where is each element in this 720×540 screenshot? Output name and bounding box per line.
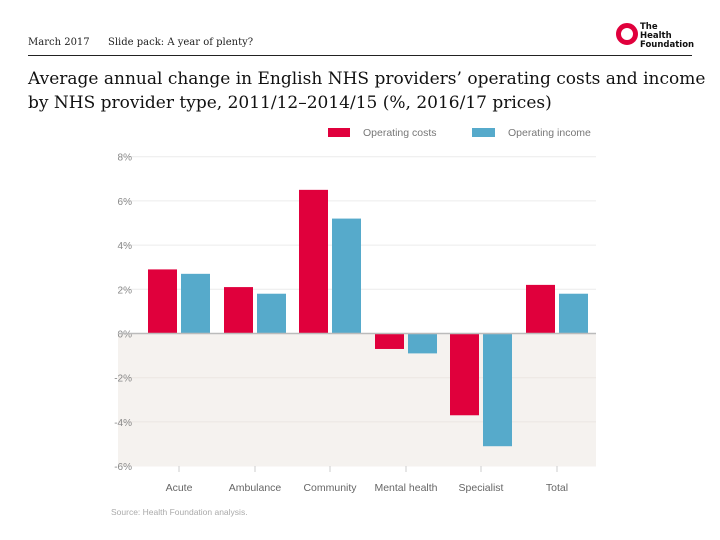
x-tick-label: Acute <box>166 482 193 494</box>
header-divider <box>28 55 692 56</box>
legend-swatch-income <box>472 128 495 137</box>
health-foundation-logo-icon <box>616 23 638 45</box>
y-tick-label: 4% <box>118 241 133 252</box>
y-tick-label: 6% <box>118 197 133 208</box>
bar-income <box>181 273 210 334</box>
x-tick-label: Specialist <box>459 482 504 494</box>
bar-income <box>408 333 437 354</box>
logo-text: The Health Foundation <box>640 22 695 50</box>
y-tick-label: 2% <box>118 285 133 296</box>
chart-title: Average annual change in English NHS pro… <box>28 69 706 113</box>
bar-costs <box>148 269 177 334</box>
bar-income <box>257 293 286 334</box>
legend-swatch-costs <box>328 128 350 137</box>
x-tick-label: Mental health <box>374 482 437 494</box>
bar-income <box>332 218 361 334</box>
y-tick-label: -2% <box>114 374 132 385</box>
x-tick-label: Ambulance <box>229 482 282 494</box>
bar-costs <box>224 287 253 334</box>
bar-costs <box>526 284 555 334</box>
bar-income <box>483 333 512 447</box>
bar-costs <box>299 189 328 334</box>
legend-label-costs: Operating costs <box>363 127 437 139</box>
slide-date: March 2017 <box>28 37 90 48</box>
bar-income <box>559 293 588 334</box>
bar-costs <box>450 333 479 416</box>
legend-label-income: Operating income <box>508 127 591 139</box>
source-note: Source: Health Foundation analysis. <box>111 507 248 517</box>
y-tick-label: -6% <box>114 462 132 473</box>
negative-region-background <box>118 333 596 467</box>
x-tick-label: Community <box>303 482 357 494</box>
x-tick-label: Total <box>546 482 568 494</box>
slide-pack-label: Slide pack: A year of plenty? <box>108 37 254 48</box>
y-tick-label: -4% <box>114 418 132 429</box>
bar-costs <box>375 333 404 349</box>
y-tick-label: 0% <box>118 330 133 341</box>
y-tick-label: 8% <box>118 153 133 164</box>
